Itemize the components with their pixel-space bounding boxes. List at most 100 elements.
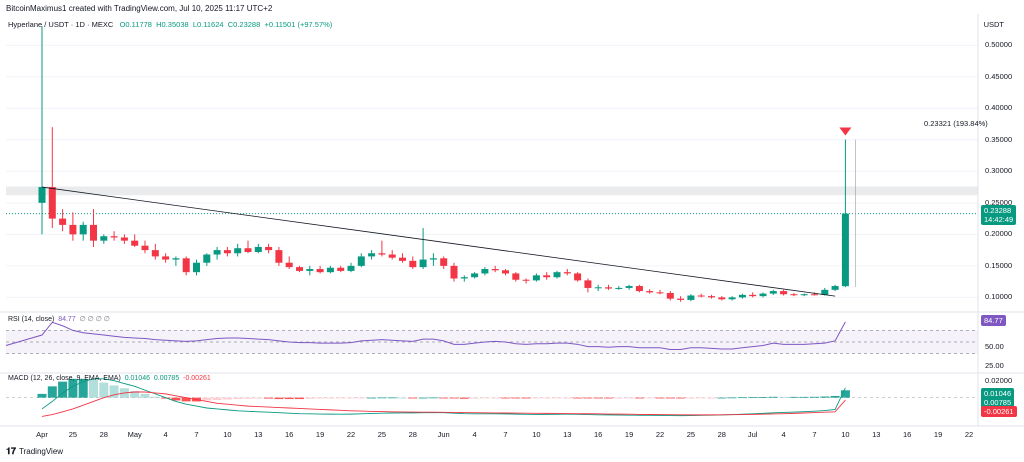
time-tick: 10 bbox=[223, 430, 232, 439]
candle bbox=[409, 256, 417, 270]
rsi-axis-50: 50.00 bbox=[985, 342, 1004, 351]
candle-body bbox=[59, 218, 67, 225]
candle bbox=[285, 256, 293, 270]
low-value: L0.11624 bbox=[192, 20, 224, 29]
candle bbox=[162, 253, 170, 263]
candle-body bbox=[316, 269, 324, 273]
candle bbox=[666, 291, 674, 301]
macd-histogram-bar bbox=[222, 397, 232, 400]
macd-histogram-bar bbox=[387, 397, 397, 399]
macd-histogram-bar bbox=[748, 397, 758, 398]
candle-body bbox=[244, 248, 252, 252]
candle-body bbox=[563, 272, 571, 274]
candle bbox=[326, 265, 334, 274]
candle-body bbox=[635, 286, 643, 292]
macd-histogram-bar bbox=[830, 395, 840, 398]
tradingview-logo[interactable]: 𝟏𝟕 TradingView bbox=[6, 446, 63, 457]
candle bbox=[821, 287, 829, 296]
macd-histogram-bar bbox=[634, 397, 644, 399]
candle-body bbox=[522, 279, 530, 281]
time-tick: 28 bbox=[99, 430, 108, 439]
candle-body bbox=[213, 250, 221, 255]
candle-body bbox=[656, 292, 664, 294]
macd-histogram-bar bbox=[820, 396, 830, 398]
macd-histogram-bar bbox=[418, 397, 428, 399]
macd-histogram-bar bbox=[243, 397, 253, 399]
candle bbox=[79, 221, 87, 241]
candle-body bbox=[409, 260, 417, 268]
grid-lines bbox=[6, 44, 978, 298]
candle-body bbox=[512, 273, 520, 280]
macd-histogram-bar bbox=[439, 397, 449, 399]
candle-body bbox=[368, 253, 376, 257]
candle-body bbox=[347, 265, 355, 271]
macd-histogram-bar bbox=[717, 397, 727, 399]
candle bbox=[697, 293, 705, 298]
high-value: H0.35038 bbox=[156, 20, 189, 29]
macd-histogram-bar bbox=[356, 397, 366, 399]
macd-histogram-bar bbox=[109, 385, 119, 398]
candle-body bbox=[429, 258, 437, 260]
candle bbox=[718, 296, 726, 301]
symbol-legend: Hyperlane / USDT · 1D · MEXC O0.11778 H0… bbox=[8, 20, 332, 29]
candle-body bbox=[110, 236, 118, 238]
time-tick: Apr bbox=[36, 430, 48, 439]
macd-histogram-bar bbox=[727, 397, 737, 399]
time-tick: 19 bbox=[624, 430, 634, 439]
candle bbox=[450, 262, 458, 282]
macd-histogram-bar bbox=[140, 393, 150, 398]
candle bbox=[811, 292, 818, 296]
close-value: C0.23288 bbox=[227, 20, 261, 29]
rsi-title[interactable]: RSI (14, close) bbox=[8, 316, 55, 323]
candle-body bbox=[203, 254, 211, 263]
candle-body bbox=[769, 291, 777, 294]
candle bbox=[471, 272, 479, 279]
macd-histogram-bar bbox=[696, 397, 706, 399]
candle bbox=[563, 269, 571, 276]
macd-histogram-bar bbox=[130, 391, 140, 398]
candle bbox=[100, 234, 108, 244]
candle-body bbox=[584, 280, 592, 288]
time-tick: Jun bbox=[437, 430, 450, 439]
candle-body bbox=[388, 254, 396, 258]
candle-body bbox=[48, 187, 56, 219]
candle bbox=[141, 240, 149, 254]
candle bbox=[502, 269, 509, 276]
currency-label[interactable]: USDT bbox=[983, 20, 1004, 29]
candle bbox=[90, 209, 97, 247]
open-value: O0.11778 bbox=[119, 20, 152, 29]
candle bbox=[440, 256, 448, 270]
candle bbox=[316, 265, 324, 274]
time-tick: 22 bbox=[346, 430, 356, 439]
macd-legend: MACD (12, 26, close, 9, EMA, EMA) 0.0104… bbox=[8, 375, 211, 382]
candle bbox=[594, 284, 602, 292]
macd-title[interactable]: MACD (12, 26, close, 9, EMA, EMA) bbox=[8, 375, 121, 382]
macd-histogram-bar bbox=[707, 397, 716, 399]
candle-body bbox=[337, 267, 345, 271]
candle bbox=[605, 284, 612, 290]
candle bbox=[800, 293, 808, 297]
candle bbox=[193, 259, 200, 276]
time-tick: 28 bbox=[408, 430, 417, 439]
candle-body bbox=[728, 297, 736, 300]
candle-body bbox=[821, 289, 829, 295]
macd-histogram-bar bbox=[573, 397, 583, 399]
macd-histogram-bar bbox=[181, 397, 191, 402]
candle-body bbox=[90, 224, 97, 241]
macd-histogram-bar bbox=[686, 397, 696, 399]
symbol-name[interactable]: Hyperlane / USDT · 1D · MEXC bbox=[8, 20, 114, 29]
macd-histogram-bar bbox=[233, 397, 243, 400]
signal-line bbox=[41, 391, 846, 417]
macd-badge-3: -0.00261 bbox=[981, 406, 1017, 417]
rsi-placeholders: ∅ ∅ ∅ ∅ bbox=[79, 316, 110, 323]
macd-histogram-bar bbox=[531, 397, 541, 399]
tradingview-logo-icon: 𝟏𝟕 bbox=[6, 446, 17, 456]
candle bbox=[553, 270, 561, 279]
macd-histogram-bar bbox=[315, 397, 325, 399]
candle bbox=[378, 240, 386, 257]
macd-histogram-bar bbox=[645, 397, 655, 399]
macd-histogram-bar bbox=[284, 397, 294, 400]
candle bbox=[749, 292, 757, 298]
macd-histogram-bar bbox=[501, 397, 510, 399]
